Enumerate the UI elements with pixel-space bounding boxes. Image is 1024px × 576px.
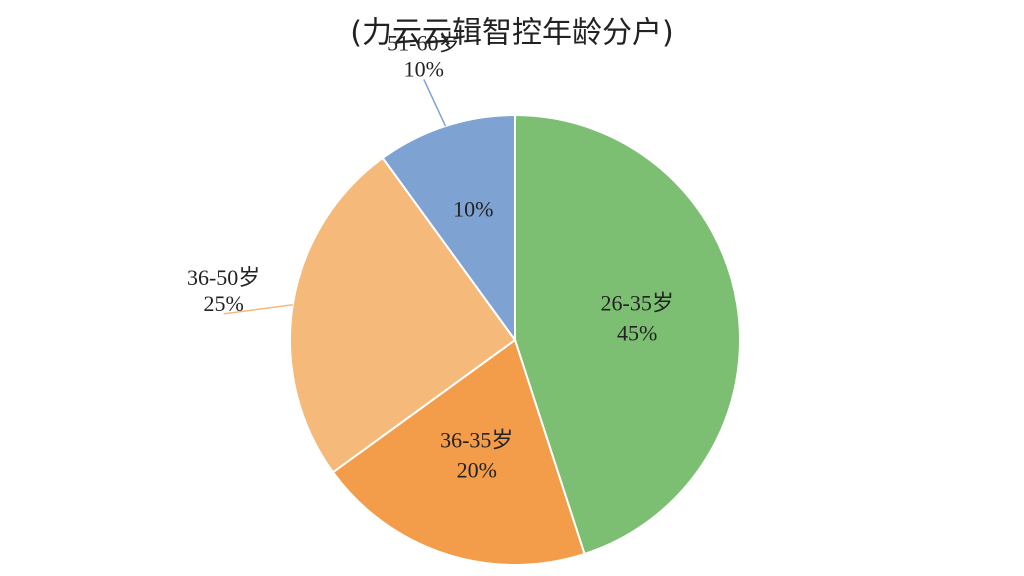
pie-slice — [514, 113, 741, 556]
chart-title: (力云云辑智控年龄分户) — [350, 16, 673, 51]
slice-value-label: 20% — [457, 458, 497, 483]
slice-value-label: 45% — [617, 321, 657, 346]
leader-line — [423, 79, 447, 127]
slice-label: 26-35岁 — [601, 291, 674, 316]
slice-label: 36-50岁 — [187, 265, 260, 290]
leader-line — [223, 304, 293, 315]
pie-slice — [289, 156, 517, 474]
slice-label: 51-60岁 — [387, 30, 460, 55]
slice-value-label: 10% — [404, 56, 444, 81]
slice-value-label: 25% — [203, 291, 243, 316]
slice-label: 36-35岁 — [440, 428, 513, 453]
slice-value-label: 10% — [453, 197, 493, 222]
pie-slice — [331, 338, 586, 566]
